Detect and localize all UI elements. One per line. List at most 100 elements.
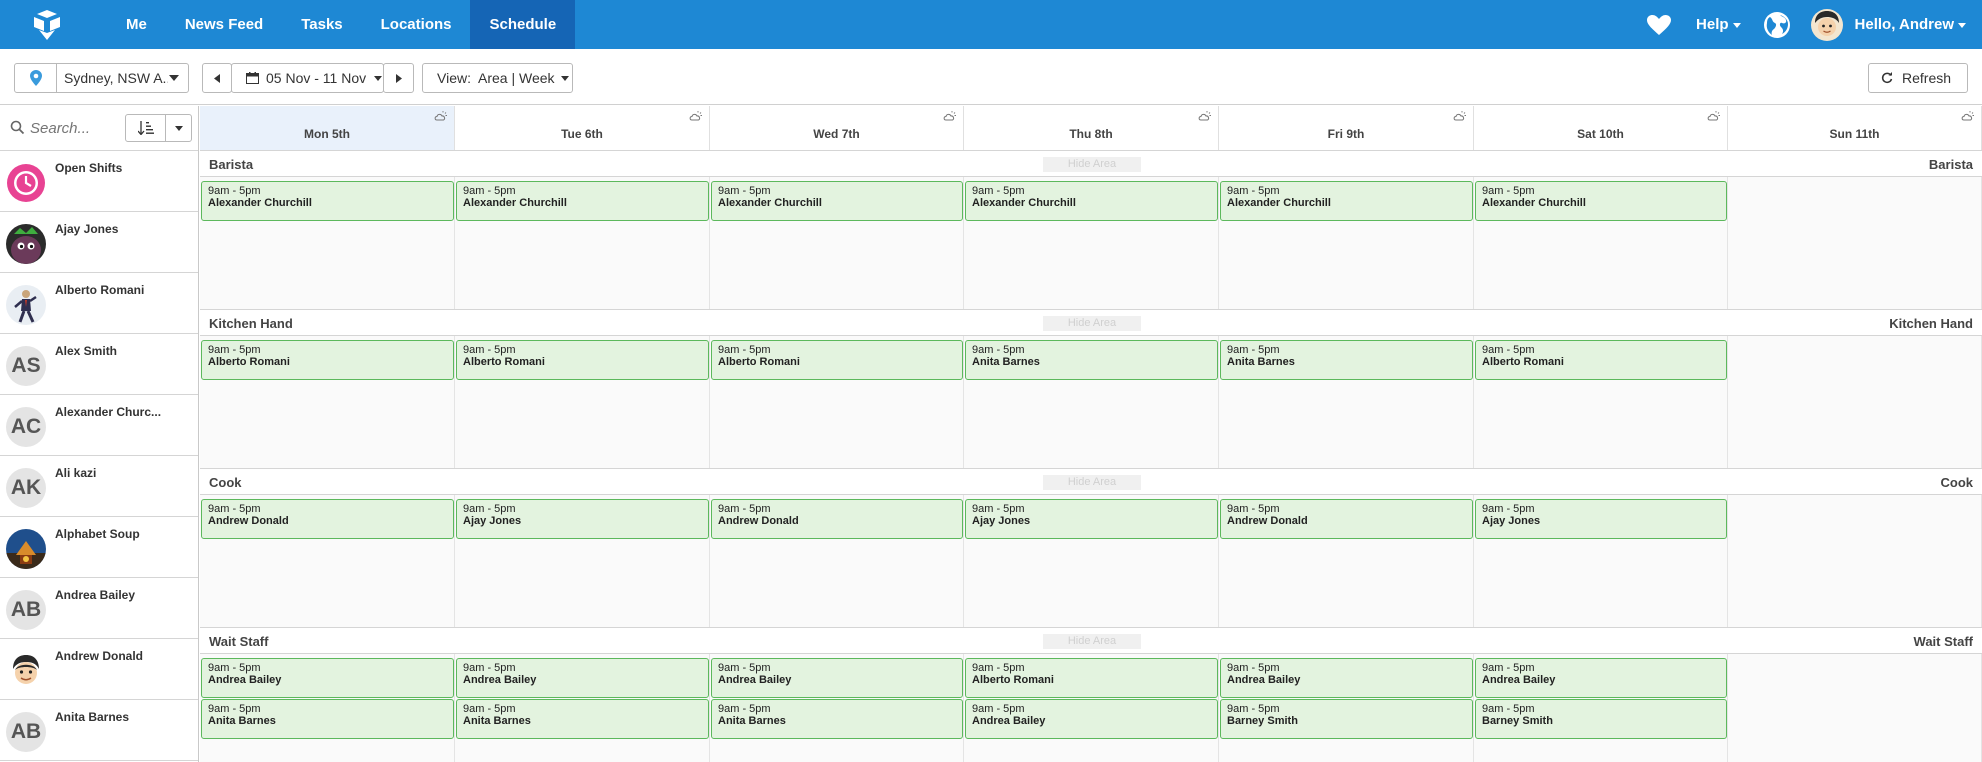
shift-card[interactable]: 9am - 5pm Alberto Romani	[711, 340, 963, 380]
shift-time: 9am - 5pm	[463, 662, 516, 674]
app-logo-icon[interactable]	[30, 8, 64, 42]
shift-card[interactable]: 9am - 5pm Andrew Donald	[1220, 499, 1473, 539]
shift-employee: Andrea Bailey	[1482, 674, 1556, 686]
shift-card[interactable]: 9am - 5pm Anita Barnes	[201, 699, 454, 739]
shift-card[interactable]: 9am - 5pm Andrea Bailey	[965, 699, 1218, 739]
day-header[interactable]: Sat 10th	[1474, 106, 1728, 151]
date-range-picker[interactable]: 05 Nov - 11 Nov	[231, 63, 384, 93]
hide-area-button[interactable]: Hide Area	[1043, 634, 1141, 649]
nav-tasks[interactable]: Tasks	[301, 16, 343, 33]
hide-area-button[interactable]: Hide Area	[1043, 316, 1141, 331]
staff-row[interactable]: Open Shifts	[0, 151, 198, 212]
shift-card[interactable]: 9am - 5pm Alexander Churchill	[1475, 181, 1727, 221]
shift-time: 9am - 5pm	[718, 703, 771, 715]
day-header[interactable]: Fri 9th	[1219, 106, 1474, 151]
view-select[interactable]: View: Area | Week	[422, 63, 573, 93]
day-label: Sun 11th	[1829, 127, 1880, 141]
shift-card[interactable]: 9am - 5pm Alberto Romani	[456, 340, 709, 380]
shift-card[interactable]: 9am - 5pm Ajay Jones	[1475, 499, 1727, 539]
area-name-right: Barista	[1928, 157, 1973, 172]
shift-employee: Andrea Bailey	[718, 674, 792, 686]
staff-row[interactable]: Ajay Jones	[0, 212, 198, 273]
shift-card[interactable]: 9am - 5pm Anita Barnes	[711, 699, 963, 739]
help-menu[interactable]: Help	[1696, 16, 1741, 33]
hide-area-button[interactable]: Hide Area	[1043, 157, 1141, 172]
shift-card[interactable]: 9am - 5pm Barney Smith	[1475, 699, 1727, 739]
shift-employee: Anita Barnes	[208, 715, 276, 727]
user-avatar[interactable]	[1810, 8, 1843, 41]
nav-me[interactable]: Me	[126, 16, 147, 33]
next-week-button[interactable]	[383, 63, 414, 93]
shift-card[interactable]: 9am - 5pm Alexander Churchill	[1220, 181, 1473, 221]
avatar-initials: AS	[6, 346, 46, 386]
staff-search-input[interactable]	[30, 116, 120, 140]
staff-row[interactable]: Alphabet Soup	[0, 517, 198, 578]
day-header[interactable]: Wed 7th	[710, 106, 964, 151]
refresh-button[interactable]: Refresh	[1868, 63, 1968, 93]
shift-employee: Andrea Bailey	[463, 674, 537, 686]
shift-card[interactable]: 9am - 5pm Alexander Churchill	[201, 181, 454, 221]
staff-row[interactable]: Alberto Romani	[0, 273, 198, 334]
day-header[interactable]: Mon 5th	[200, 106, 455, 151]
dropdown-caret-icon	[169, 75, 179, 81]
shift-card[interactable]: 9am - 5pm Alexander Churchill	[965, 181, 1218, 221]
nav-locations[interactable]: Locations	[380, 16, 452, 33]
hide-area-button[interactable]: Hide Area	[1043, 475, 1141, 490]
shift-card[interactable]: 9am - 5pm Andrea Bailey	[1475, 658, 1727, 698]
staff-name: Alexander Churc...	[55, 405, 162, 419]
shift-card[interactable]: 9am - 5pm Alexander Churchill	[711, 181, 963, 221]
area-header: Wait Staff Hide Area Wait Staff	[200, 627, 1982, 654]
staff-row[interactable]: AK Ali kazi	[0, 456, 198, 517]
shift-card[interactable]: 9am - 5pm Alberto Romani	[201, 340, 454, 380]
shift-card[interactable]: 9am - 5pm Ajay Jones	[456, 499, 709, 539]
shift-card[interactable]: 9am - 5pm Andrea Bailey	[201, 658, 454, 698]
shift-card[interactable]: 9am - 5pm Anita Barnes	[456, 699, 709, 739]
chevron-down-icon	[374, 75, 383, 81]
day-header[interactable]: Tue 6th	[455, 106, 710, 151]
location-select[interactable]: Sydney, NSW A...	[14, 63, 189, 93]
staff-row[interactable]: AS Alex Smith	[0, 334, 198, 395]
staff-name: Open Shifts	[55, 161, 123, 175]
staff-row[interactable]: AC Alexander Churc...	[0, 395, 198, 456]
user-menu[interactable]: Hello, Andrew	[1855, 16, 1966, 33]
shift-card[interactable]: 9am - 5pm Andrea Bailey	[456, 658, 709, 698]
shift-card[interactable]: 9am - 5pm Andrea Bailey	[711, 658, 963, 698]
staff-name: Ali kazi	[55, 466, 97, 480]
nav-news-feed[interactable]: News Feed	[184, 16, 264, 33]
shift-card[interactable]: 9am - 5pm Barney Smith	[1220, 699, 1473, 739]
shift-card[interactable]: 9am - 5pm Andrew Donald	[201, 499, 454, 539]
shift-card[interactable]: 9am - 5pm Ajay Jones	[965, 499, 1218, 539]
staff-row[interactable]: AB Anita Barnes	[0, 700, 198, 761]
sort-button[interactable]	[125, 114, 192, 142]
shift-card[interactable]: 9am - 5pm Alberto Romani	[1475, 340, 1727, 380]
shift-card[interactable]: 9am - 5pm Andrea Bailey	[1220, 658, 1473, 698]
shift-card[interactable]: 9am - 5pm Anita Barnes	[965, 340, 1218, 380]
shift-card[interactable]: 9am - 5pm Alberto Romani	[965, 658, 1218, 698]
weather-icon	[943, 111, 956, 121]
staff-search-row	[0, 106, 198, 151]
main-nav: Me News Feed Tasks Locations Schedule	[107, 0, 576, 49]
shift-card[interactable]: 9am - 5pm Alexander Churchill	[456, 181, 709, 221]
shift-time: 9am - 5pm	[972, 662, 1025, 674]
staff-row[interactable]: AB Andrea Bailey	[0, 578, 198, 639]
shift-employee: Alexander Churchill	[718, 197, 822, 209]
staff-row[interactable]: Andrew Donald	[0, 639, 198, 700]
day-header[interactable]: Thu 8th	[964, 106, 1219, 151]
heart-icon[interactable]	[1646, 14, 1672, 36]
avatar-initials: AK	[6, 468, 46, 508]
shift-card[interactable]: 9am - 5pm Andrew Donald	[711, 499, 963, 539]
globe-icon[interactable]	[1763, 11, 1791, 39]
prev-week-button[interactable]	[202, 63, 232, 93]
shift-employee: Ajay Jones	[1482, 515, 1541, 527]
day-header[interactable]: Sun 11th	[1728, 106, 1982, 151]
shift-card[interactable]: 9am - 5pm Anita Barnes	[1220, 340, 1473, 380]
avatar	[6, 529, 46, 569]
shift-employee: Alberto Romani	[972, 674, 1054, 686]
shift-employee: Anita Barnes	[718, 715, 786, 727]
shift-time: 9am - 5pm	[718, 503, 771, 515]
shift-employee: Andrew Donald	[718, 515, 799, 527]
shift-time: 9am - 5pm	[1227, 662, 1280, 674]
shift-time: 9am - 5pm	[208, 503, 261, 515]
shift-employee: Andrew Donald	[208, 515, 289, 527]
nav-schedule[interactable]: Schedule	[470, 0, 576, 49]
